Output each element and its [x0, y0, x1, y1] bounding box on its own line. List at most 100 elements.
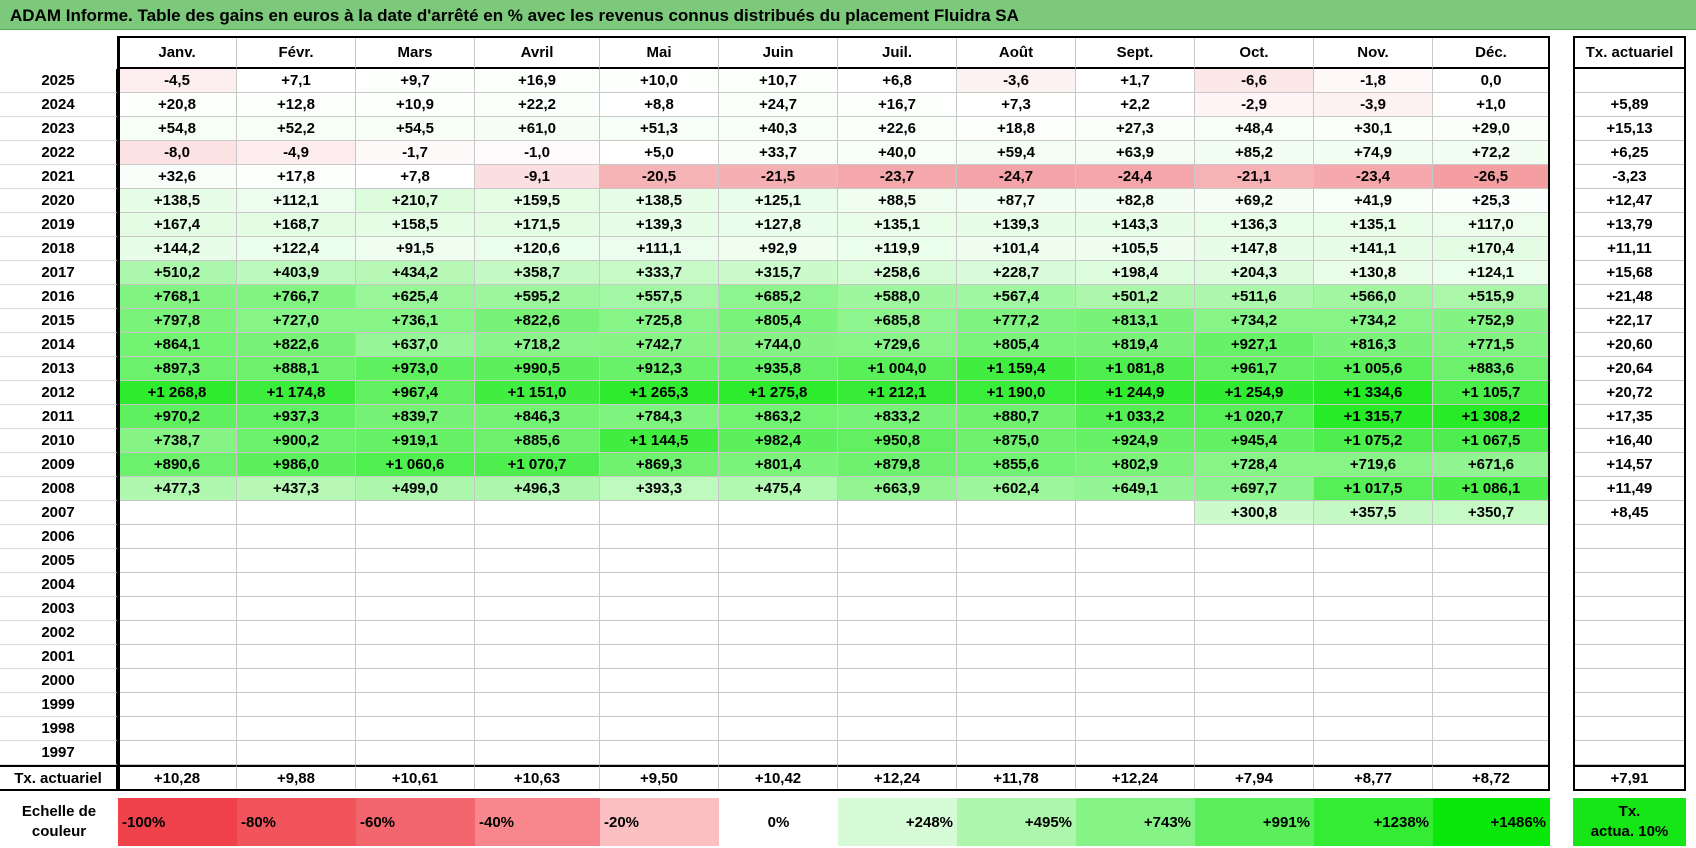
- rate-cell-2024: +5,89: [1573, 93, 1686, 117]
- year-label-2015: 2015: [0, 309, 118, 333]
- table-cell: [957, 573, 1076, 597]
- table-cell: -2,9: [1195, 93, 1314, 117]
- table-cell: +119,9: [838, 237, 957, 261]
- table-cell: +117,0: [1433, 213, 1550, 237]
- table-cell: +48,4: [1195, 117, 1314, 141]
- table-cell: [356, 597, 475, 621]
- table-cell: [475, 501, 600, 525]
- table-cell: +816,3: [1314, 333, 1433, 357]
- table-cell: +124,1: [1433, 261, 1550, 285]
- year-label-2014: 2014: [0, 333, 118, 357]
- table-cell: +144,2: [118, 237, 237, 261]
- table-cell: +61,0: [475, 117, 600, 141]
- color-scale-step: -60%: [356, 798, 475, 846]
- table-cell: +136,3: [1195, 213, 1314, 237]
- table-cell: +130,8: [1314, 261, 1433, 285]
- color-scale-label-line1: Echelle de: [21, 803, 97, 820]
- table-cell: +595,2: [475, 285, 600, 309]
- table-cell: [957, 549, 1076, 573]
- table-cell: +1 070,7: [475, 453, 600, 477]
- table-cell: +805,4: [719, 309, 838, 333]
- table-cell: +16,9: [475, 69, 600, 93]
- year-column-divider: [117, 36, 119, 791]
- table-cell: [1076, 669, 1195, 693]
- rate-cell-2004: [1573, 573, 1686, 597]
- table-cell: +967,4: [356, 381, 475, 405]
- table-cell: [1314, 669, 1433, 693]
- summary-cell: +12,24: [838, 765, 957, 791]
- table-cell: +935,8: [719, 357, 838, 381]
- table-cell: [237, 693, 356, 717]
- table-cell: +864,1: [118, 333, 237, 357]
- table-cell: [1076, 549, 1195, 573]
- table-cell: +588,0: [838, 285, 957, 309]
- rate-scale-line1: Tx.: [1618, 803, 1641, 820]
- table-cell: -21,5: [719, 165, 838, 189]
- color-scale-step: +1238%: [1314, 798, 1433, 846]
- table-cell: +566,0: [1314, 285, 1433, 309]
- table-cell: [118, 621, 237, 645]
- rate-cell-2021: -3,23: [1573, 165, 1686, 189]
- table-cell: +10,7: [719, 69, 838, 93]
- table-cell: +1 265,3: [600, 381, 719, 405]
- table-cell: +135,1: [838, 213, 957, 237]
- year-label-2011: 2011: [0, 405, 118, 429]
- table-cell: [600, 645, 719, 669]
- table-cell: +742,7: [600, 333, 719, 357]
- table-cell: [356, 549, 475, 573]
- table-cell: [1314, 525, 1433, 549]
- table-cell: +919,1: [356, 429, 475, 453]
- table-cell: [118, 573, 237, 597]
- table-cell: -1,0: [475, 141, 600, 165]
- table-cell: [719, 741, 838, 765]
- table-cell: +982,4: [719, 429, 838, 453]
- table-cell: +7,3: [957, 93, 1076, 117]
- table-cell: +59,4: [957, 141, 1076, 165]
- table-cell: [475, 693, 600, 717]
- table-cell: +728,4: [1195, 453, 1314, 477]
- table-cell: [957, 621, 1076, 645]
- table-cell: +685,2: [719, 285, 838, 309]
- color-scale-step: +991%: [1195, 798, 1314, 846]
- table-cell: +16,7: [838, 93, 957, 117]
- table-cell: [719, 717, 838, 741]
- table-cell: +927,1: [1195, 333, 1314, 357]
- year-label-2006: 2006: [0, 525, 118, 549]
- year-label-2007: 2007: [0, 501, 118, 525]
- table-cell: [600, 693, 719, 717]
- table-cell: [1433, 525, 1550, 549]
- table-cell: +869,3: [600, 453, 719, 477]
- month-header-11: Nov.: [1314, 36, 1433, 69]
- table-cell: +1 151,0: [475, 381, 600, 405]
- table-cell: +258,6: [838, 261, 957, 285]
- rate-cell-2009: +14,57: [1573, 453, 1686, 477]
- table-cell: +1 212,1: [838, 381, 957, 405]
- table-cell: +719,6: [1314, 453, 1433, 477]
- rate-cell-2011: +17,35: [1573, 405, 1686, 429]
- table-cell: [1195, 549, 1314, 573]
- table-cell: -9,1: [475, 165, 600, 189]
- table-cell: +87,7: [957, 189, 1076, 213]
- table-cell: [1195, 597, 1314, 621]
- rate-cell-2022: +6,25: [1573, 141, 1686, 165]
- table-cell: +7,1: [237, 69, 356, 93]
- table-cell: +986,0: [237, 453, 356, 477]
- table-cell: +138,5: [600, 189, 719, 213]
- table-cell: +12,8: [237, 93, 356, 117]
- table-cell: [1314, 597, 1433, 621]
- table-cell: +122,4: [237, 237, 356, 261]
- table-cell: [838, 645, 957, 669]
- summary-cell: +9,50: [600, 765, 719, 791]
- table-cell: [475, 525, 600, 549]
- table-cell: +961,7: [1195, 357, 1314, 381]
- table-cell: +557,5: [600, 285, 719, 309]
- table-cell: +18,8: [957, 117, 1076, 141]
- table-cell: [237, 597, 356, 621]
- table-cell: +5,0: [600, 141, 719, 165]
- table-cell: [1076, 621, 1195, 645]
- table-cell: +210,7: [356, 189, 475, 213]
- table-cell: +725,8: [600, 309, 719, 333]
- table-cell: +20,8: [118, 93, 237, 117]
- table-cell: [118, 525, 237, 549]
- color-scale-step: +248%: [838, 798, 957, 846]
